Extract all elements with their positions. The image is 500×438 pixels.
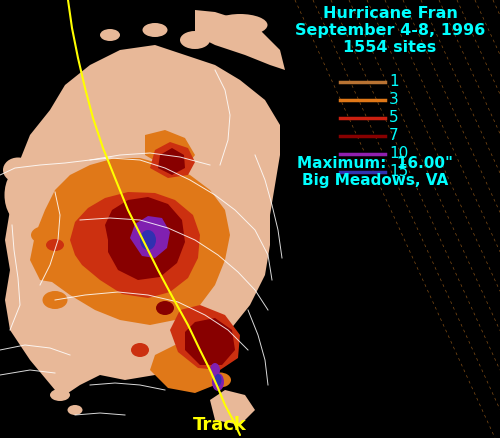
- Ellipse shape: [61, 339, 79, 351]
- Text: Track: Track: [193, 416, 247, 434]
- Text: Big Meadows, VA: Big Meadows, VA: [302, 173, 448, 188]
- Ellipse shape: [156, 301, 174, 315]
- Text: 10: 10: [389, 146, 408, 162]
- Ellipse shape: [110, 179, 140, 201]
- Ellipse shape: [100, 29, 120, 41]
- Polygon shape: [70, 192, 200, 298]
- Polygon shape: [150, 345, 215, 393]
- Polygon shape: [105, 197, 185, 280]
- Ellipse shape: [39, 303, 61, 318]
- Polygon shape: [185, 318, 235, 365]
- Text: September 4-8, 1996: September 4-8, 1996: [295, 23, 485, 38]
- Text: Hurricane Fran: Hurricane Fran: [322, 6, 458, 21]
- Text: 15: 15: [389, 165, 408, 180]
- Ellipse shape: [140, 230, 156, 250]
- Ellipse shape: [20, 245, 50, 265]
- Polygon shape: [30, 158, 230, 325]
- Ellipse shape: [3, 158, 33, 183]
- Ellipse shape: [210, 363, 220, 377]
- Ellipse shape: [212, 373, 224, 391]
- Polygon shape: [145, 130, 195, 168]
- Text: 5: 5: [389, 110, 398, 126]
- Polygon shape: [210, 390, 255, 425]
- Text: 7: 7: [389, 128, 398, 144]
- Ellipse shape: [212, 14, 268, 36]
- Ellipse shape: [209, 372, 231, 388]
- Ellipse shape: [31, 226, 59, 244]
- Ellipse shape: [68, 405, 82, 415]
- Ellipse shape: [142, 23, 168, 37]
- Ellipse shape: [131, 343, 149, 357]
- Ellipse shape: [50, 389, 70, 401]
- Polygon shape: [150, 142, 195, 178]
- Polygon shape: [5, 45, 280, 395]
- Polygon shape: [170, 305, 240, 370]
- Ellipse shape: [4, 167, 40, 223]
- Text: Maximum:  16.00": Maximum: 16.00": [297, 156, 453, 171]
- Text: 1: 1: [389, 74, 398, 89]
- Text: 1554 sites: 1554 sites: [344, 40, 436, 55]
- Ellipse shape: [214, 374, 222, 386]
- Ellipse shape: [46, 239, 64, 251]
- Text: 3: 3: [389, 92, 399, 107]
- Polygon shape: [130, 216, 170, 258]
- Polygon shape: [158, 148, 185, 175]
- Polygon shape: [195, 10, 285, 70]
- Ellipse shape: [180, 31, 210, 49]
- Ellipse shape: [42, 291, 68, 309]
